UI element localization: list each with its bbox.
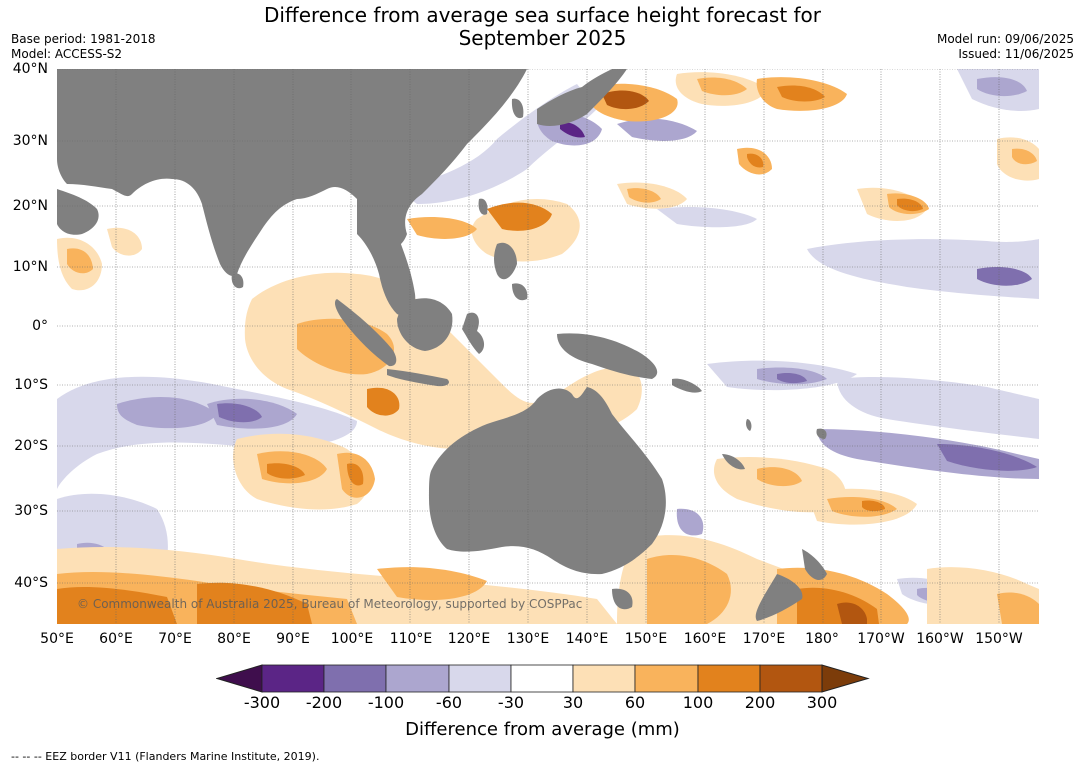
lon-label-80e: 80°E [217, 631, 251, 647]
new-caledonia [722, 454, 745, 470]
colorbar [216, 664, 870, 693]
lon-label-120e: 120°E [447, 631, 491, 647]
meta-left: Base period: 1981-2018 Model: ACCESS-S2 [11, 32, 156, 62]
new-guinea [557, 333, 658, 379]
lat-label-equator: 0° [32, 318, 48, 334]
tasmania [612, 588, 633, 610]
borneo [397, 298, 453, 351]
colorbar-tick-7: 60 [624, 693, 646, 712]
solomon-islands [672, 378, 702, 393]
map-title: Difference from average sea surface heig… [0, 4, 1085, 50]
colorbar-low-extension [216, 664, 263, 693]
colorbar-bin-4 [448, 664, 512, 693]
land-masses [57, 69, 827, 621]
lon-label-90e: 90°E [276, 631, 310, 647]
lon-label-60e: 60°E [99, 631, 133, 647]
lon-label-110e: 110°E [389, 631, 433, 647]
lon-label-50e: 50°E [40, 631, 74, 647]
colorbar-bin-8 [697, 664, 761, 693]
map-gridlines [57, 69, 1039, 624]
colorbar-high-extension [821, 664, 870, 693]
colorbar-tick-8: 100 [682, 693, 714, 712]
colorbar-tick-2: -200 [305, 693, 343, 712]
philippines [494, 242, 517, 280]
colorbar-tick-3: -100 [367, 693, 405, 712]
taiwan [478, 198, 488, 215]
sea-surface-height-map [57, 69, 1039, 624]
sumatra [334, 299, 397, 367]
base-period: Base period: 1981-2018 [11, 32, 156, 46]
japan [537, 69, 627, 126]
indochina-peninsula [357, 199, 416, 316]
philippines-south [512, 283, 528, 301]
colorbar-tick-9: 200 [744, 693, 776, 712]
colorbar-bin-7 [634, 664, 699, 693]
lat-label-20n: 20°N [12, 198, 48, 214]
fiji [816, 428, 827, 439]
java [387, 369, 449, 387]
lon-label-100e: 100°E [330, 631, 374, 647]
map-title-line-1: Difference from average sea surface heig… [263, 3, 822, 27]
eez-footnote: -- -- -- EEZ border V11 (Flanders Marine… [11, 750, 320, 763]
model-name: Model: ACCESS-S2 [11, 47, 123, 61]
lon-label-130e: 130°E [506, 631, 550, 647]
lon-label-160e: 160°E [683, 631, 727, 647]
arabian-tip [57, 189, 99, 235]
map-title-line-2: September 2025 [458, 26, 627, 50]
colorbar-bin-3 [385, 664, 450, 693]
lon-label-160w: 160°W [916, 631, 964, 647]
asia-landmass [57, 69, 527, 276]
lat-label-20s: 20°S [14, 438, 48, 454]
new-zealand-north [802, 549, 827, 581]
colorbar-label: Difference from average (mm) [405, 719, 680, 740]
lon-label-140e: 140°E [565, 631, 609, 647]
lat-label-10s: 10°S [14, 377, 48, 393]
new-zealand-south [755, 574, 803, 621]
copyright-watermark: © Commonwealth of Australia 2025, Bureau… [77, 597, 583, 611]
lat-label-10n: 10°N [12, 259, 48, 275]
lat-label-40n: 40°N [12, 61, 48, 77]
colorbar-bin-1 [261, 664, 325, 693]
lon-label-70e: 70°E [158, 631, 192, 647]
lon-label-150w: 150°W [975, 631, 1023, 647]
colorbar-bin-9 [759, 664, 823, 693]
colorbar-tick-6: 30 [562, 693, 584, 712]
colorbar-tick-1: -300 [243, 693, 281, 712]
colorbar-tick-4: -60 [435, 693, 463, 712]
colorbar-bin-5 [510, 664, 574, 693]
colorbar-tick-5: -30 [497, 693, 525, 712]
sri-lanka [231, 273, 244, 289]
lon-label-150e: 150°E [624, 631, 668, 647]
issued-date: Issued: 11/06/2025 [958, 47, 1074, 61]
sulawesi [462, 312, 485, 354]
lon-label-170e: 170°E [742, 631, 786, 647]
lat-label-30n: 30°N [12, 133, 48, 149]
colorbar-tick-10: 300 [806, 693, 838, 712]
vanuatu [746, 419, 752, 431]
korea [511, 98, 524, 119]
colorbar-bin-6 [572, 664, 636, 693]
lat-label-30s: 30°S [14, 503, 48, 519]
lat-label-40s: 40°S [14, 575, 48, 591]
colorbar-bin-2 [323, 664, 387, 693]
australia [429, 387, 666, 575]
lon-label-170w: 170°W [857, 631, 905, 647]
lon-label-180: 180° [805, 631, 839, 647]
model-run: Model run: 09/06/2025 [936, 32, 1074, 46]
meta-right: Model run: 09/06/2025 Issued: 11/06/2025 [937, 32, 1074, 62]
